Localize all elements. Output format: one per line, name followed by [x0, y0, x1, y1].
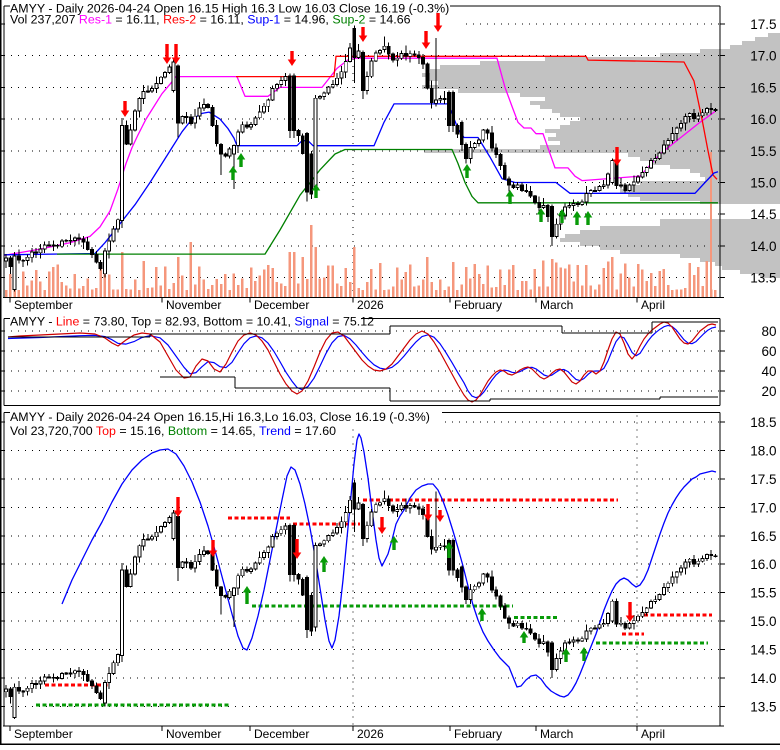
svg-text:November: November	[166, 727, 221, 741]
svg-text:14.5: 14.5	[750, 207, 776, 222]
svg-text:14.5: 14.5	[750, 643, 776, 658]
svg-text:April: April	[641, 298, 665, 312]
svg-text:March: March	[540, 727, 573, 741]
svg-text:December: December	[254, 298, 309, 312]
svg-text:20: 20	[761, 384, 776, 399]
svg-text:60: 60	[761, 344, 776, 359]
svg-text:80: 80	[761, 324, 776, 339]
svg-text:February: February	[454, 727, 502, 741]
svg-text:November: November	[166, 298, 221, 312]
svg-text:Vol 237,207 Res-1 = 16.11, Res: Vol 237,207 Res-1 = 16.11, Res-2 = 16.11…	[10, 13, 411, 27]
svg-text:September: September	[14, 727, 73, 741]
svg-text:16.0: 16.0	[750, 557, 776, 572]
svg-text:13.5: 13.5	[750, 700, 776, 715]
svg-text:14.0: 14.0	[750, 671, 776, 686]
svg-text:17.0: 17.0	[750, 49, 776, 64]
svg-text:17.5: 17.5	[750, 17, 776, 32]
svg-text:18.5: 18.5	[750, 415, 776, 430]
svg-text:AMYY - Line = 73.80, Top = 82.: AMYY - Line = 73.80, Top = 82.93, Bottom…	[10, 315, 374, 329]
svg-text:AMYY - Daily 2026-04-24 Open 1: AMYY - Daily 2026-04-24 Open 16.15 High …	[10, 2, 449, 16]
svg-text:18.0: 18.0	[750, 443, 776, 458]
svg-text:40: 40	[761, 364, 776, 379]
svg-text:15.0: 15.0	[750, 176, 776, 191]
svg-text:September: September	[14, 298, 73, 312]
svg-text:17.0: 17.0	[750, 500, 776, 515]
svg-text:April: April	[641, 727, 665, 741]
svg-text:2026: 2026	[357, 298, 384, 312]
svg-text:16.5: 16.5	[750, 529, 776, 544]
svg-text:February: February	[454, 298, 502, 312]
svg-text:15.5: 15.5	[750, 586, 776, 601]
svg-text:13.5: 13.5	[750, 271, 776, 286]
svg-text:March: March	[540, 298, 573, 312]
svg-text:14.0: 14.0	[750, 239, 776, 254]
svg-text:December: December	[254, 727, 309, 741]
svg-text:16.5: 16.5	[750, 80, 776, 95]
svg-text:15.5: 15.5	[750, 144, 776, 159]
svg-text:17.5: 17.5	[750, 472, 776, 487]
svg-text:2026: 2026	[357, 727, 384, 741]
svg-text:15.0: 15.0	[750, 614, 776, 629]
svg-text:16.0: 16.0	[750, 112, 776, 127]
svg-text:Vol 23,720,700 Top = 15.16, Bo: Vol 23,720,700 Top = 15.16, Bottom = 14.…	[10, 424, 336, 438]
svg-text:AMYY - Daily 2026-04-24 Open 1: AMYY - Daily 2026-04-24 Open 16.15,Hi 16…	[10, 410, 430, 424]
